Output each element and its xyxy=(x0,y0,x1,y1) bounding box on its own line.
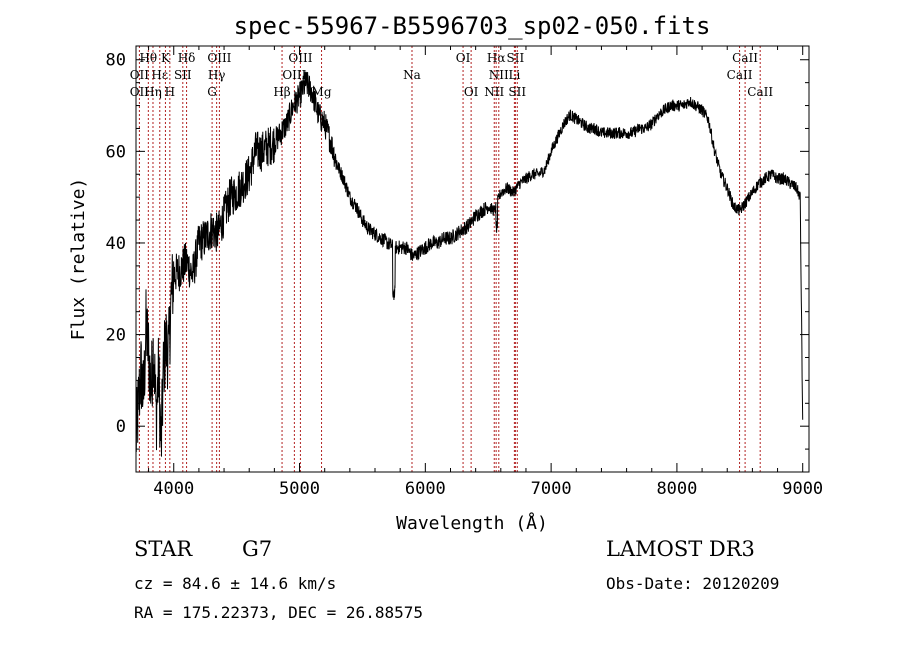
y-tick-label: 0 xyxy=(116,417,126,437)
y-axis-label: Flux (relative) xyxy=(68,178,89,341)
plot-frame xyxy=(135,45,810,473)
coordinates-readout: RA = 175.22373, DEC = 26.88575 xyxy=(134,603,423,622)
x-tick-label: 5000 xyxy=(279,479,320,499)
velocity-readout: cz = 84.6 ± 14.6 km/s xyxy=(134,574,337,593)
line-marker-label: OII xyxy=(130,85,150,99)
line-marker-label: Hθ xyxy=(139,51,157,65)
line-marker-label: NII xyxy=(484,85,504,99)
line-marker-label: CaII xyxy=(727,68,753,82)
line-marker-label: G xyxy=(207,85,217,99)
line-marker-label: Na xyxy=(403,68,421,82)
x-axis-label: Wavelength (Å) xyxy=(396,512,548,534)
y-tick-label: 20 xyxy=(106,326,126,346)
line-marker-label: Hη xyxy=(144,85,162,99)
object-class: STAR xyxy=(134,537,193,561)
line-marker-label: Mg xyxy=(312,85,332,99)
y-tick-label: 60 xyxy=(106,142,126,162)
y-axis-ticks: 0 20 40 60 80 xyxy=(106,51,809,450)
y-tick-label: 80 xyxy=(106,51,126,71)
chart-title: spec-55967-B5596703_sp02-050.fits xyxy=(234,12,711,40)
survey-name: LAMOST DR3 xyxy=(606,537,755,561)
line-marker-label: SII xyxy=(508,85,526,99)
x-tick-label: 4000 xyxy=(153,479,194,499)
x-tick-label: 7000 xyxy=(531,479,572,499)
line-marker-label: Hβ xyxy=(273,85,290,99)
line-marker-label: SII xyxy=(507,51,525,65)
line-marker-label: SII xyxy=(174,68,192,82)
line-marker-label: Hγ xyxy=(208,68,226,82)
line-marker-label: CaII xyxy=(747,85,773,99)
x-tick-label: 8000 xyxy=(656,479,697,499)
line-marker-label: OIII xyxy=(207,51,231,65)
line-marker-label: Hα xyxy=(487,51,506,65)
spectrum-line xyxy=(135,71,804,457)
line-marker-label: Li xyxy=(508,68,520,82)
line-marker-label: NII xyxy=(489,68,509,82)
x-tick-label: 9000 xyxy=(782,479,823,499)
line-marker-label: OI xyxy=(456,51,471,65)
x-tick-label: 6000 xyxy=(405,479,446,499)
observation-date: Obs-Date: 20120209 xyxy=(606,574,780,593)
x-axis-ticks: 4000 5000 6000 7000 8000 9000 xyxy=(148,46,823,499)
object-subclass: G7 xyxy=(242,537,273,561)
line-marker-label: K xyxy=(161,51,171,65)
line-marker-label: Hδ xyxy=(178,51,196,65)
spectrum-layer xyxy=(135,71,804,457)
line-marker-label: OII xyxy=(130,68,150,82)
line-marker-label: H xyxy=(165,85,175,99)
line-marker-label: OIII xyxy=(288,51,312,65)
line-marker-label: OIII xyxy=(282,68,306,82)
line-marker-label: OI xyxy=(464,85,479,99)
line-marker-label: CaII xyxy=(732,51,758,65)
line-marker-label: Hε xyxy=(151,68,168,82)
y-tick-label: 40 xyxy=(106,234,126,254)
